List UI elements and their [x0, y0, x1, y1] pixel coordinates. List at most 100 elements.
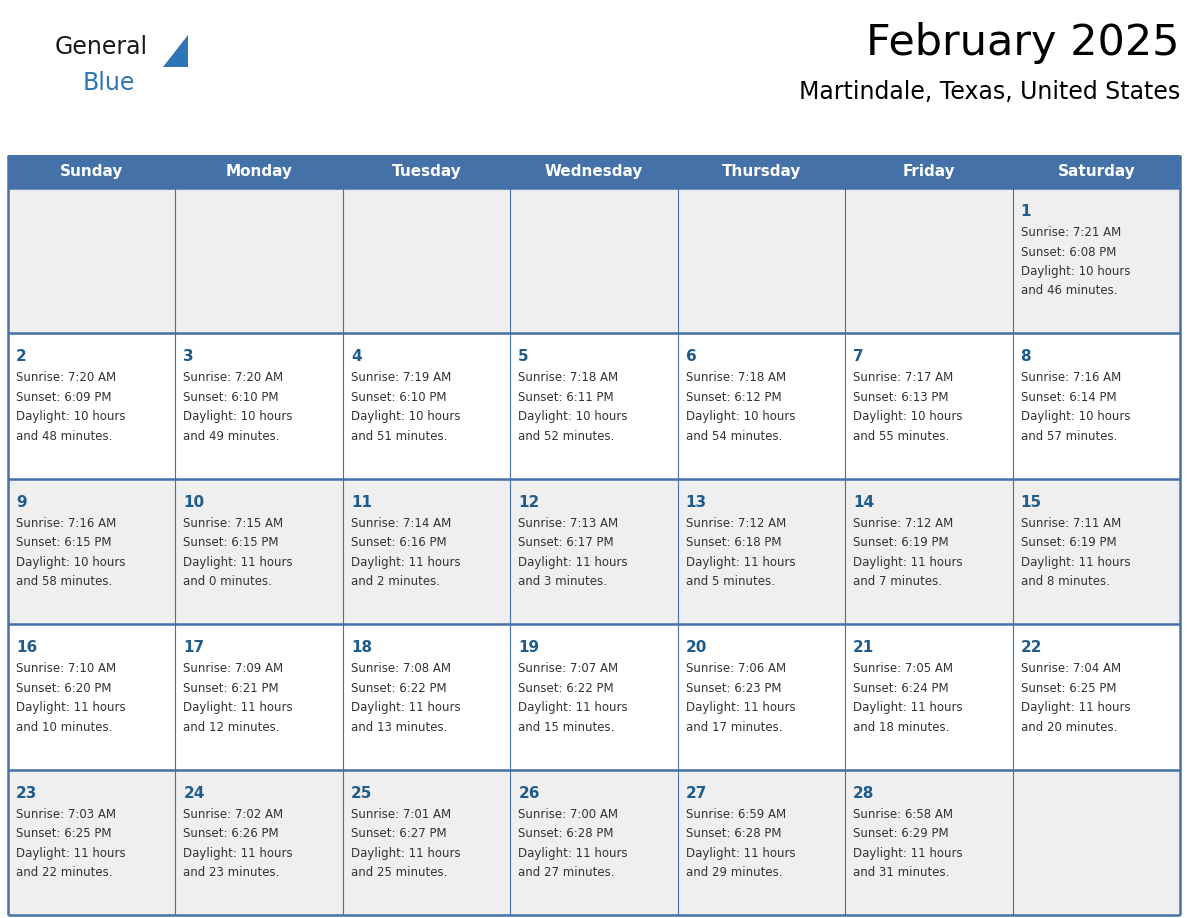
Text: Sunrise: 7:16 AM: Sunrise: 7:16 AM — [15, 517, 116, 530]
Text: 17: 17 — [183, 640, 204, 655]
Text: 12: 12 — [518, 495, 539, 509]
Text: Sunday: Sunday — [61, 164, 124, 179]
Bar — [8, 155, 1180, 188]
Text: and 18 minutes.: and 18 minutes. — [853, 721, 949, 733]
Text: Daylight: 10 hours: Daylight: 10 hours — [853, 410, 962, 423]
Text: Sunrise: 7:17 AM: Sunrise: 7:17 AM — [853, 372, 954, 385]
Text: Sunrise: 7:06 AM: Sunrise: 7:06 AM — [685, 662, 785, 676]
Text: February 2025: February 2025 — [866, 22, 1180, 64]
Text: Sunset: 6:14 PM: Sunset: 6:14 PM — [1020, 391, 1117, 404]
Text: Sunset: 6:25 PM: Sunset: 6:25 PM — [1020, 682, 1116, 695]
Text: and 49 minutes.: and 49 minutes. — [183, 430, 280, 442]
Text: Wednesday: Wednesday — [545, 164, 643, 179]
Text: Daylight: 11 hours: Daylight: 11 hours — [183, 555, 293, 569]
Text: Sunset: 6:08 PM: Sunset: 6:08 PM — [1020, 245, 1116, 259]
Text: Sunset: 6:23 PM: Sunset: 6:23 PM — [685, 682, 782, 695]
Text: Daylight: 11 hours: Daylight: 11 hours — [518, 846, 628, 859]
Text: 27: 27 — [685, 786, 707, 800]
Text: Sunset: 6:24 PM: Sunset: 6:24 PM — [853, 682, 949, 695]
Text: Daylight: 11 hours: Daylight: 11 hours — [685, 555, 795, 569]
Text: 3: 3 — [183, 350, 194, 364]
Text: Daylight: 11 hours: Daylight: 11 hours — [853, 555, 962, 569]
Text: Sunset: 6:26 PM: Sunset: 6:26 PM — [183, 827, 279, 840]
Text: and 17 minutes.: and 17 minutes. — [685, 721, 782, 733]
Text: and 0 minutes.: and 0 minutes. — [183, 576, 272, 588]
Text: Daylight: 11 hours: Daylight: 11 hours — [350, 846, 461, 859]
Text: Daylight: 10 hours: Daylight: 10 hours — [15, 555, 126, 569]
Text: and 7 minutes.: and 7 minutes. — [853, 576, 942, 588]
Text: 7: 7 — [853, 350, 864, 364]
Text: and 57 minutes.: and 57 minutes. — [1020, 430, 1117, 442]
Text: and 20 minutes.: and 20 minutes. — [1020, 721, 1117, 733]
Text: Monday: Monday — [226, 164, 292, 179]
Text: Daylight: 11 hours: Daylight: 11 hours — [685, 846, 795, 859]
Text: Daylight: 11 hours: Daylight: 11 hours — [518, 555, 628, 569]
Text: and 48 minutes.: and 48 minutes. — [15, 430, 113, 442]
Text: Sunrise: 7:20 AM: Sunrise: 7:20 AM — [183, 372, 284, 385]
Text: Sunrise: 7:20 AM: Sunrise: 7:20 AM — [15, 372, 116, 385]
Text: and 23 minutes.: and 23 minutes. — [183, 866, 280, 879]
Bar — [8, 333, 1180, 479]
Text: Sunset: 6:20 PM: Sunset: 6:20 PM — [15, 682, 112, 695]
Text: and 8 minutes.: and 8 minutes. — [1020, 576, 1110, 588]
Text: 23: 23 — [15, 786, 37, 800]
Text: and 46 minutes.: and 46 minutes. — [1020, 285, 1117, 297]
Text: Daylight: 11 hours: Daylight: 11 hours — [350, 701, 461, 714]
Text: Sunset: 6:22 PM: Sunset: 6:22 PM — [350, 682, 447, 695]
Text: and 13 minutes.: and 13 minutes. — [350, 721, 447, 733]
Text: Sunrise: 7:21 AM: Sunrise: 7:21 AM — [1020, 226, 1120, 239]
Text: Daylight: 11 hours: Daylight: 11 hours — [685, 701, 795, 714]
Text: Sunrise: 7:15 AM: Sunrise: 7:15 AM — [183, 517, 284, 530]
Text: Sunset: 6:11 PM: Sunset: 6:11 PM — [518, 391, 614, 404]
Text: Sunset: 6:27 PM: Sunset: 6:27 PM — [350, 827, 447, 840]
Text: Sunrise: 7:02 AM: Sunrise: 7:02 AM — [183, 808, 284, 821]
Text: Sunset: 6:17 PM: Sunset: 6:17 PM — [518, 536, 614, 549]
Text: Friday: Friday — [903, 164, 955, 179]
Text: 22: 22 — [1020, 640, 1042, 655]
Text: Sunset: 6:21 PM: Sunset: 6:21 PM — [183, 682, 279, 695]
Text: and 27 minutes.: and 27 minutes. — [518, 866, 614, 879]
Text: 13: 13 — [685, 495, 707, 509]
Text: 24: 24 — [183, 786, 204, 800]
Text: Sunrise: 7:12 AM: Sunrise: 7:12 AM — [853, 517, 954, 530]
Bar — [8, 769, 1180, 915]
Text: Sunset: 6:13 PM: Sunset: 6:13 PM — [853, 391, 949, 404]
Text: 9: 9 — [15, 495, 26, 509]
Text: 28: 28 — [853, 786, 874, 800]
Text: Sunrise: 7:10 AM: Sunrise: 7:10 AM — [15, 662, 116, 676]
Text: Thursday: Thursday — [722, 164, 801, 179]
Text: Daylight: 10 hours: Daylight: 10 hours — [15, 410, 126, 423]
Text: General: General — [55, 35, 148, 59]
Text: 26: 26 — [518, 786, 539, 800]
Text: Sunset: 6:15 PM: Sunset: 6:15 PM — [15, 536, 112, 549]
Bar — [8, 624, 1180, 769]
Text: Tuesday: Tuesday — [392, 164, 461, 179]
Text: Daylight: 10 hours: Daylight: 10 hours — [1020, 265, 1130, 278]
Text: Sunset: 6:12 PM: Sunset: 6:12 PM — [685, 391, 782, 404]
Text: and 10 minutes.: and 10 minutes. — [15, 721, 113, 733]
Text: and 51 minutes.: and 51 minutes. — [350, 430, 447, 442]
Text: Daylight: 11 hours: Daylight: 11 hours — [1020, 701, 1130, 714]
Text: Sunrise: 7:13 AM: Sunrise: 7:13 AM — [518, 517, 619, 530]
Text: Blue: Blue — [83, 71, 135, 95]
Text: Sunrise: 7:08 AM: Sunrise: 7:08 AM — [350, 662, 451, 676]
Text: Sunrise: 7:16 AM: Sunrise: 7:16 AM — [1020, 372, 1120, 385]
Text: and 2 minutes.: and 2 minutes. — [350, 576, 440, 588]
Bar — [8, 188, 1180, 333]
Text: 5: 5 — [518, 350, 529, 364]
Text: 19: 19 — [518, 640, 539, 655]
Text: Sunrise: 7:18 AM: Sunrise: 7:18 AM — [518, 372, 619, 385]
Text: Sunrise: 7:00 AM: Sunrise: 7:00 AM — [518, 808, 618, 821]
Text: 14: 14 — [853, 495, 874, 509]
Text: Sunset: 6:28 PM: Sunset: 6:28 PM — [518, 827, 614, 840]
Bar — [8, 479, 1180, 624]
Text: Daylight: 11 hours: Daylight: 11 hours — [1020, 555, 1130, 569]
Text: Sunrise: 7:04 AM: Sunrise: 7:04 AM — [1020, 662, 1120, 676]
Text: 18: 18 — [350, 640, 372, 655]
Text: Sunset: 6:18 PM: Sunset: 6:18 PM — [685, 536, 782, 549]
Text: 8: 8 — [1020, 350, 1031, 364]
Text: and 52 minutes.: and 52 minutes. — [518, 430, 614, 442]
Text: 1: 1 — [1020, 204, 1031, 219]
Text: Daylight: 10 hours: Daylight: 10 hours — [350, 410, 461, 423]
Text: Martindale, Texas, United States: Martindale, Texas, United States — [798, 80, 1180, 104]
